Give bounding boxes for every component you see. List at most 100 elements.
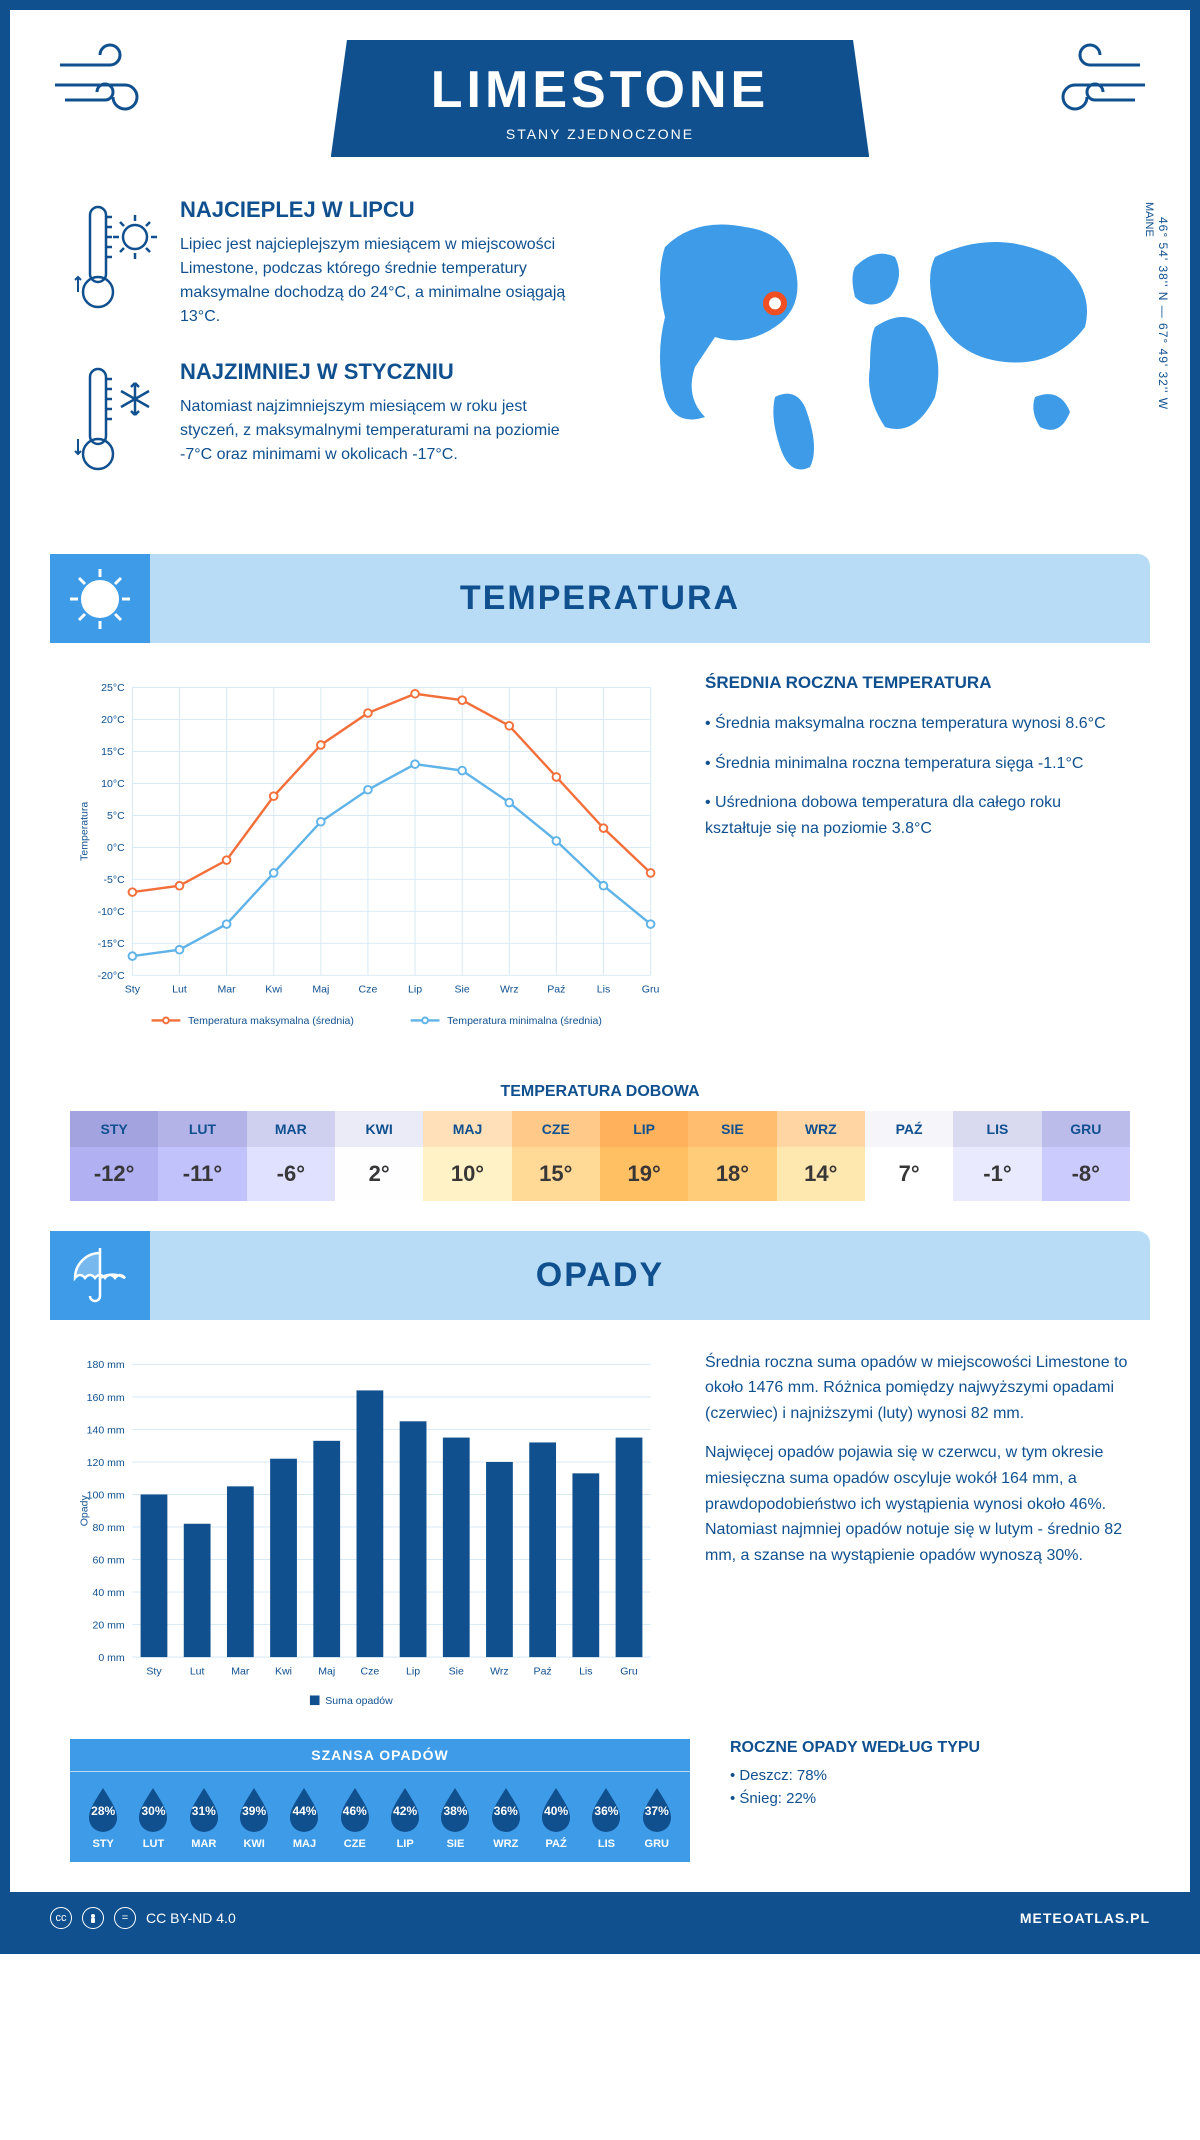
svg-text:180 mm: 180 mm bbox=[87, 1359, 125, 1371]
svg-text:5°C: 5°C bbox=[107, 810, 125, 822]
svg-text:40 mm: 40 mm bbox=[92, 1587, 124, 1599]
map-column: MAINE 46° 54' 38'' N — 67° 49' 32'' W bbox=[620, 197, 1130, 514]
svg-text:Paź: Paź bbox=[547, 984, 565, 996]
daily-cell: MAR-6° bbox=[247, 1111, 335, 1201]
svg-text:20°C: 20°C bbox=[101, 714, 125, 726]
svg-text:Opady: Opady bbox=[78, 1494, 90, 1526]
svg-text:Gru: Gru bbox=[620, 1665, 638, 1677]
precipitation-chance: SZANSA OPADÓW 28%STY30%LUT31%MAR39%KWI44… bbox=[70, 1739, 690, 1862]
svg-text:Maj: Maj bbox=[312, 984, 329, 996]
world-map bbox=[620, 197, 1130, 477]
hottest-text: Lipiec jest najcieplejszym miesiącem w m… bbox=[180, 233, 580, 329]
precipitation-section-header: OPADY bbox=[50, 1231, 1150, 1320]
svg-text:Paź: Paź bbox=[534, 1665, 552, 1677]
by-type-title: ROCZNE OPADY WEDŁUG TYPU bbox=[730, 1739, 980, 1757]
svg-text:Mar: Mar bbox=[231, 1665, 250, 1677]
svg-text:Cze: Cze bbox=[359, 984, 378, 996]
daily-cell: STY-12° bbox=[70, 1111, 158, 1201]
svg-text:Mar: Mar bbox=[218, 984, 237, 996]
chance-cell: 37%GRU bbox=[632, 1784, 682, 1850]
svg-text:Lip: Lip bbox=[408, 984, 422, 996]
hottest-fact: NAJCIEPLEJ W LIPCU Lipiec jest najcieple… bbox=[70, 197, 580, 329]
svg-text:-20°C: -20°C bbox=[98, 970, 125, 982]
license-text: CC BY-ND 4.0 bbox=[146, 1910, 236, 1926]
svg-text:Lis: Lis bbox=[597, 984, 610, 996]
title-banner: LIMESTONE STANY ZJEDNOCZONE bbox=[331, 40, 869, 157]
svg-text:Cze: Cze bbox=[361, 1665, 380, 1677]
precipitation-body: 0 mm20 mm40 mm60 mm80 mm100 mm120 mm140 … bbox=[10, 1320, 1190, 1740]
stats-bullet: • Uśredniona dobowa temperatura dla całe… bbox=[705, 790, 1130, 841]
thermometer-hot-icon bbox=[70, 197, 160, 329]
temperature-section-header: TEMPERATURA bbox=[50, 554, 1150, 643]
daily-cell: SIE18° bbox=[688, 1111, 776, 1201]
daily-cell: KWI2° bbox=[335, 1111, 423, 1201]
svg-text:Temperatura maksymalna (średni: Temperatura maksymalna (średnia) bbox=[188, 1015, 354, 1027]
svg-text:Lut: Lut bbox=[172, 984, 187, 996]
chance-cell: 30%LUT bbox=[128, 1784, 178, 1850]
temperature-body: -20°C-15°C-10°C-5°C0°C5°C10°C15°C20°C25°… bbox=[10, 643, 1190, 1073]
wind-decoration-left bbox=[50, 40, 160, 125]
svg-text:-5°C: -5°C bbox=[103, 874, 125, 886]
daily-cell: LIP19° bbox=[600, 1111, 688, 1201]
svg-text:Kwi: Kwi bbox=[265, 984, 282, 996]
daily-cell: GRU-8° bbox=[1042, 1111, 1130, 1201]
svg-text:Lis: Lis bbox=[579, 1665, 592, 1677]
daily-cell: CZE15° bbox=[512, 1111, 600, 1201]
svg-text:160 mm: 160 mm bbox=[87, 1391, 125, 1403]
svg-text:Lip: Lip bbox=[406, 1665, 420, 1677]
daily-temp-table: STY-12°LUT-11°MAR-6°KWI2°MAJ10°CZE15°LIP… bbox=[70, 1111, 1130, 1201]
svg-text:Temperatura: Temperatura bbox=[78, 802, 90, 861]
svg-text:Suma opadów: Suma opadów bbox=[325, 1695, 393, 1707]
facts-column: NAJCIEPLEJ W LIPCU Lipiec jest najcieple… bbox=[70, 197, 580, 514]
stats-title: ŚREDNIA ROCZNA TEMPERATURA bbox=[705, 673, 1130, 693]
svg-text:0 mm: 0 mm bbox=[98, 1652, 125, 1664]
daily-temp-title: TEMPERATURA DOBOWA bbox=[10, 1083, 1190, 1101]
daily-cell: LUT-11° bbox=[158, 1111, 246, 1201]
coordinates: 46° 54' 38'' N — 67° 49' 32'' W bbox=[1156, 217, 1170, 410]
svg-text:25°C: 25°C bbox=[101, 682, 125, 694]
by-icon bbox=[82, 1907, 104, 1929]
snow-pct: • Śnieg: 22% bbox=[730, 1790, 980, 1807]
coldest-fact: NAJZIMNIEJ W STYCZNIU Natomiast najzimni… bbox=[70, 359, 580, 484]
location-subtitle: STANY ZJEDNOCZONE bbox=[431, 126, 769, 142]
umbrella-icon bbox=[50, 1231, 150, 1320]
svg-text:-10°C: -10°C bbox=[98, 906, 125, 918]
daily-cell: PAŹ7° bbox=[865, 1111, 953, 1201]
temperature-chart: -20°C-15°C-10°C-5°C0°C5°C10°C15°C20°C25°… bbox=[70, 673, 665, 1043]
svg-text:Sty: Sty bbox=[125, 984, 141, 996]
chance-cell: 31%MAR bbox=[179, 1784, 229, 1850]
intro-section: NAJCIEPLEJ W LIPCU Lipiec jest najcieple… bbox=[10, 167, 1190, 534]
svg-text:10°C: 10°C bbox=[101, 778, 125, 790]
svg-text:Sty: Sty bbox=[146, 1665, 162, 1677]
svg-text:140 mm: 140 mm bbox=[87, 1424, 125, 1436]
hottest-title: NAJCIEPLEJ W LIPCU bbox=[180, 197, 580, 223]
cc-icon: cc bbox=[50, 1907, 72, 1929]
chance-cell: 42%LIP bbox=[380, 1784, 430, 1850]
wind-decoration-right bbox=[1040, 40, 1150, 125]
site-name: METEOATLAS.PL bbox=[1020, 1910, 1150, 1926]
chance-cell: 39%KWI bbox=[229, 1784, 279, 1850]
precipitation-lower: SZANSA OPADÓW 28%STY30%LUT31%MAR39%KWI44… bbox=[10, 1739, 1190, 1892]
chance-title: SZANSA OPADÓW bbox=[70, 1739, 690, 1772]
stats-bullet: • Średnia maksymalna roczna temperatura … bbox=[705, 711, 1130, 737]
chance-cell: 36%LIS bbox=[581, 1784, 631, 1850]
temperature-stats: ŚREDNIA ROCZNA TEMPERATURA • Średnia mak… bbox=[705, 673, 1130, 1043]
svg-text:60 mm: 60 mm bbox=[92, 1554, 124, 1566]
coldest-title: NAJZIMNIEJ W STYCZNIU bbox=[180, 359, 580, 385]
sun-icon bbox=[50, 554, 150, 643]
precip-para-1: Średnia roczna suma opadów w miejscowośc… bbox=[705, 1350, 1130, 1427]
chance-cell: 40%PAŹ bbox=[531, 1784, 581, 1850]
chance-cell: 36%WRZ bbox=[481, 1784, 531, 1850]
svg-text:Sie: Sie bbox=[449, 1665, 464, 1677]
temperature-title: TEMPERATURA bbox=[75, 579, 1125, 618]
svg-text:120 mm: 120 mm bbox=[87, 1456, 125, 1468]
svg-text:Gru: Gru bbox=[642, 984, 660, 996]
daily-cell: LIS-1° bbox=[953, 1111, 1041, 1201]
svg-text:0°C: 0°C bbox=[107, 842, 125, 854]
svg-text:-15°C: -15°C bbox=[98, 938, 125, 950]
license: cc = CC BY-ND 4.0 bbox=[50, 1907, 236, 1929]
chance-cell: 46%CZE bbox=[330, 1784, 380, 1850]
precipitation-text: Średnia roczna suma opadów w miejscowośc… bbox=[705, 1350, 1130, 1720]
svg-text:Maj: Maj bbox=[318, 1665, 335, 1677]
rain-pct: • Deszcz: 78% bbox=[730, 1767, 980, 1784]
